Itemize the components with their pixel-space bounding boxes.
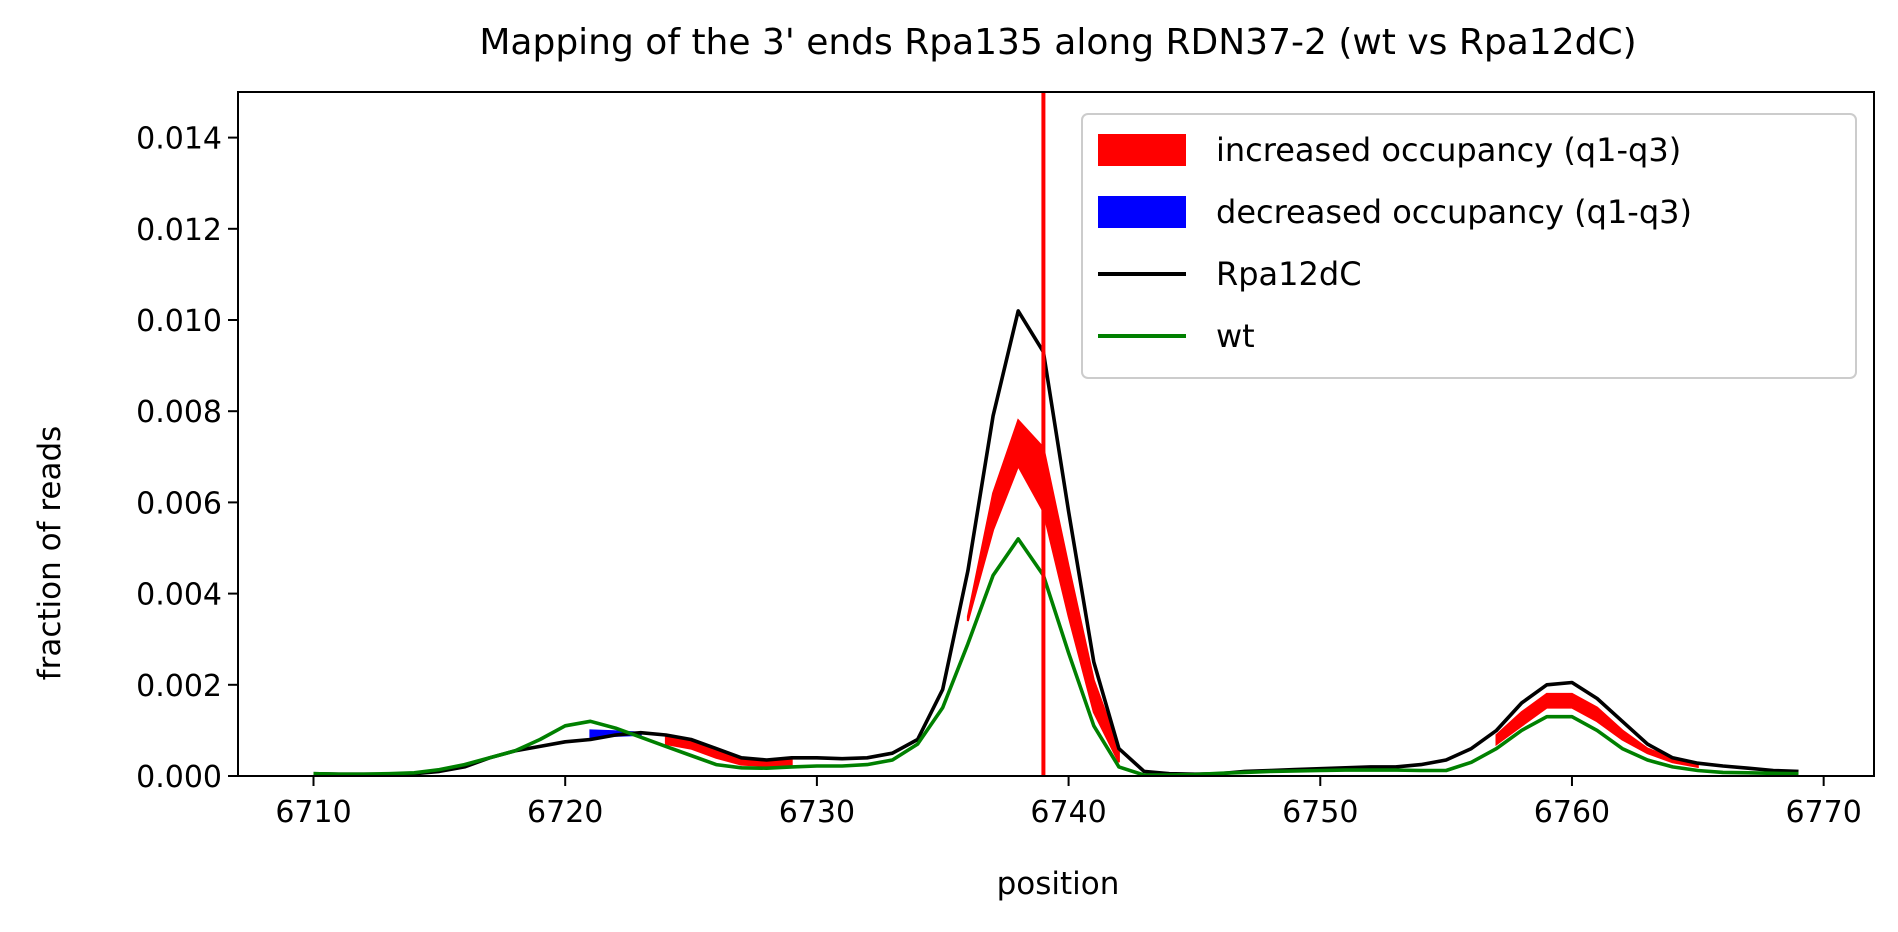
x-tick-label: 6750 (1282, 795, 1358, 830)
x-axis-label: position (997, 866, 1120, 902)
legend-item: decreased occupancy (q1-q3) (1098, 193, 1692, 231)
x-tick-label: 6710 (275, 795, 351, 830)
x-tick-label: 6740 (1030, 795, 1106, 830)
x-tick-label: 6730 (779, 795, 855, 830)
legend-label: Rpa12dC (1216, 255, 1362, 293)
data-layer (313, 92, 1799, 776)
plot-area: 6710 6720 6730 6740 6750 6760 6770 0.000 0.002 0.… (136, 91, 1875, 830)
y-axis-label: fraction of reads (32, 426, 68, 681)
legend-label: increased occupancy (q1-q3) (1216, 131, 1681, 169)
y-tick-label: 0.002 (136, 669, 222, 704)
y-tick-label: 0.010 (136, 304, 222, 339)
series-line-wt (313, 537, 1799, 776)
y-tick-label: 0.008 (136, 395, 222, 430)
y-tick-label: 0.012 (136, 213, 222, 248)
legend-label: decreased occupancy (q1-q3) (1216, 193, 1692, 231)
x-tick-label: 6760 (1534, 795, 1610, 830)
legend-swatch (1098, 196, 1186, 228)
y-tick-label: 0.014 (136, 122, 222, 157)
legend-label: wt (1216, 317, 1255, 355)
legend-swatch (1098, 134, 1186, 166)
legend-item: Rpa12dC (1098, 255, 1362, 293)
y-tick-label: 0.000 (136, 760, 222, 795)
legend-box (1081, 113, 1857, 379)
legend-item: increased occupancy (q1-q3) (1098, 131, 1681, 169)
x-tick-label: 6720 (527, 795, 603, 830)
band-increased-2 (1495, 692, 1699, 769)
y-tick-label: 0.004 (136, 578, 222, 613)
x-tick-label: 6770 (1785, 795, 1861, 830)
axes-frame (237, 91, 1875, 777)
series-line-rpa12dc (313, 309, 1799, 776)
legend: increased occupancy (q1-q3) decreased occ… (1081, 113, 1857, 379)
y-tick-label: 0.006 (136, 486, 222, 521)
legend-item: wt (1098, 317, 1255, 355)
chart-title: Mapping of the 3' ends Rpa135 along RDN3… (479, 22, 1636, 63)
